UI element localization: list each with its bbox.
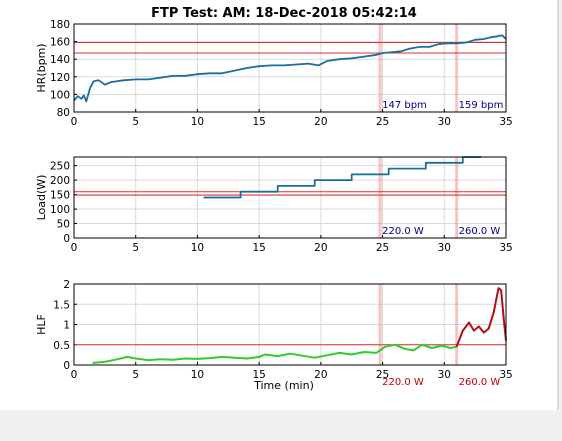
load-xtick-label: 0 [71,242,78,254]
hr-ytick-label: 80 [57,107,70,119]
hlf-chart: 0 5 10 15 20 25 30 35 0 0.5 1 1.5 2 HLF 220.0 W 260.0 W… [35,279,513,392]
hlf-xtick-label: 30 [438,369,451,381]
hr-ytick-label: 120 [50,72,70,84]
hlf-stage-marker [455,284,459,365]
load-annotation: 260.0 W [459,226,501,237]
load-ytick-label: 50 [57,219,70,231]
hr-xtick-label: 35 [499,116,512,128]
hr-annotation: 159 bpm [459,100,504,111]
hr-plot-area [74,24,506,112]
hlf-stage-marker [378,284,382,365]
load-ytick-label: 150 [50,190,70,202]
hr-stage-marker [378,24,382,112]
hr-ylabel: HR(bpm) [35,43,48,92]
hlf-xtick-label: 20 [314,369,327,381]
hr-ytick-label: 140 [50,54,70,66]
hlf-series-line [455,287,507,348]
hlf-annotation: 220.0 W [382,377,424,388]
hr-series-line [73,34,507,103]
window-border-right [557,0,559,410]
hlf-ytick-label: 2 [63,279,70,291]
hr-annotation: 147 bpm [382,100,427,111]
hr-xtick-label: 5 [132,116,139,128]
figure-window: FTP Test: AM: 18-Dec-2018 05:42:14 0 5 10 1… [0,0,558,410]
hr-axes-frame [73,23,507,113]
hlf-xtick-label: 15 [252,369,265,381]
load-ytick-label: 100 [50,204,70,216]
hlf-annotation: 260.0 W [459,377,501,388]
load-annotation: 220.0 W [382,226,424,237]
load-xtick-label: 10 [191,242,204,254]
load-ylabel: Load(W) [35,175,48,221]
hr-xtick-label: 30 [438,116,451,128]
figure-canvas: FTP Test: AM: 18-Dec-2018 05:42:14 0 5 10 1… [35,6,513,392]
load-xtick-label: 15 [252,242,265,254]
load-xtick-label: 35 [499,242,512,254]
load-stage-marker [455,157,459,238]
hlf-xtick-label: 5 [132,369,139,381]
load-ytick-label: 0 [63,233,70,245]
hr-xtick-label: 15 [252,116,265,128]
hr-ytick-label: 100 [50,89,70,101]
load-stage-marker [378,157,382,238]
load-ytick-label: 200 [50,175,70,187]
figure-title: FTP Test: AM: 18-Dec-2018 05:42:14 [151,6,417,21]
hlf-axes-frame [73,283,507,366]
hlf-xtick-label: 10 [191,369,204,381]
load-ytick-label: 250 [50,161,70,173]
hlf-ytick-label: 0 [63,360,70,372]
hlf-series-line [92,343,457,364]
hlf-xlabel: Time (min) [253,379,314,392]
hr-ytick-label: 180 [50,19,70,31]
hlf-xtick-label: 35 [499,369,512,381]
load-xtick-label: 5 [132,242,139,254]
hr-xtick-label: 0 [71,116,78,128]
hlf-xtick-label: 0 [71,369,78,381]
hlf-xtick-label: 25 [376,369,389,381]
hlf-ytick-label: 1.5 [53,299,70,311]
load-chart: 0 5 10 15 20 25 30 35050100150200250Load(W)220.… [35,156,513,254]
hr-ytick-label: 160 [50,37,70,49]
hr-xtick-label: 10 [191,116,204,128]
load-series-line [203,156,482,199]
load-plot-area [74,157,506,238]
hlf-ytick-label: 0.5 [53,340,70,352]
hlf-ylabel: HLF [35,314,48,335]
load-xtick-label: 30 [438,242,451,254]
hr-xtick-label: 25 [376,116,389,128]
load-xtick-label: 25 [376,242,389,254]
window-status-area [0,410,562,441]
hlf-ytick-label: 1 [63,320,70,332]
hr-stage-marker [455,24,459,112]
load-xtick-label: 20 [314,242,327,254]
hr-xtick-label: 20 [314,116,327,128]
load-axes-frame [73,156,507,239]
